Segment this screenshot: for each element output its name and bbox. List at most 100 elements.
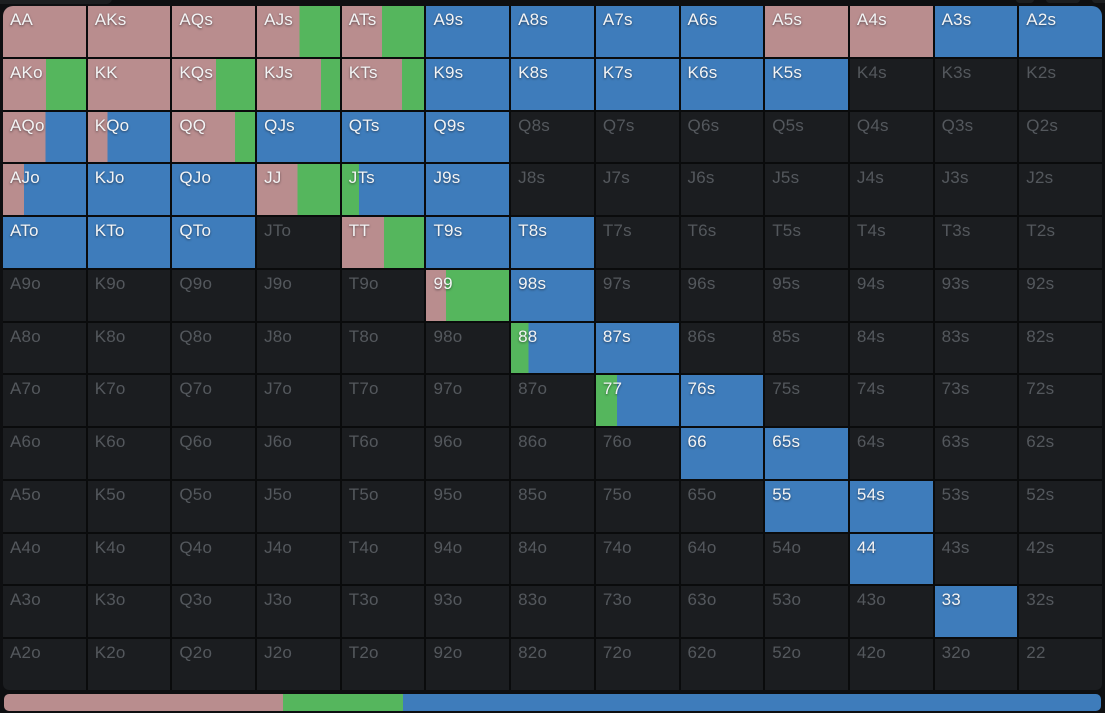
grid-cell-K8o[interactable]: K8o bbox=[87, 322, 171, 374]
grid-cell-J9s[interactable]: J9s bbox=[426, 164, 510, 216]
grid-cell-J5o[interactable]: J5o bbox=[257, 480, 340, 532]
grid-cell-65o[interactable]: 65o bbox=[680, 480, 764, 532]
grid-cell-A3o[interactable]: A3o bbox=[3, 586, 86, 638]
grid-cell-T6o[interactable]: T6o bbox=[341, 428, 425, 479]
grid-cell-Q8s[interactable]: Q8s bbox=[511, 111, 594, 163]
grid-cell-Q7s[interactable]: Q7s bbox=[595, 111, 679, 163]
grid-cell-QTs[interactable]: QTs bbox=[341, 111, 425, 163]
grid-cell-J7o[interactable]: J7o bbox=[257, 375, 340, 427]
grid-cell-53s[interactable]: 53s bbox=[934, 480, 1018, 532]
grid-cell-87s[interactable]: 87s bbox=[595, 322, 679, 374]
grid-cell-53o[interactable]: 53o bbox=[765, 586, 848, 638]
grid-cell-K9o[interactable]: K9o bbox=[87, 269, 171, 321]
grid-cell-43o[interactable]: 43o bbox=[849, 586, 933, 638]
grid-cell-94o[interactable]: 94o bbox=[426, 533, 510, 585]
grid-cell-J6s[interactable]: J6s bbox=[680, 164, 764, 216]
grid-cell-83s[interactable]: 83s bbox=[934, 322, 1018, 374]
grid-cell-J5s[interactable]: J5s bbox=[765, 164, 848, 216]
grid-cell-A7o[interactable]: A7o bbox=[3, 375, 86, 427]
grid-cell-T2s[interactable]: T2s bbox=[1019, 217, 1102, 268]
grid-cell-K9s[interactable]: K9s bbox=[426, 58, 510, 110]
grid-cell-Q7o[interactable]: Q7o bbox=[172, 375, 256, 427]
grid-cell-A2s[interactable]: A2s bbox=[1019, 6, 1102, 57]
grid-cell-AA[interactable]: AA bbox=[3, 6, 86, 57]
grid-cell-A2o[interactable]: A2o bbox=[3, 639, 86, 690]
grid-cell-K7o[interactable]: K7o bbox=[87, 375, 171, 427]
grid-cell-95s[interactable]: 95s bbox=[765, 269, 848, 321]
grid-cell-22[interactable]: 22 bbox=[1019, 639, 1102, 690]
grid-cell-K3o[interactable]: K3o bbox=[87, 586, 171, 638]
grid-cell-99[interactable]: 99 bbox=[426, 269, 510, 321]
grid-cell-33[interactable]: 33 bbox=[934, 586, 1018, 638]
grid-cell-T4s[interactable]: T4s bbox=[849, 217, 933, 268]
grid-cell-92o[interactable]: 92o bbox=[426, 639, 510, 690]
grid-cell-K4s[interactable]: K4s bbox=[849, 58, 933, 110]
grid-cell-AJo[interactable]: AJo bbox=[3, 164, 86, 216]
grid-cell-AQs[interactable]: AQs bbox=[172, 6, 256, 57]
grid-cell-K2s[interactable]: K2s bbox=[1019, 58, 1102, 110]
grid-cell-73o[interactable]: 73o bbox=[595, 586, 679, 638]
grid-cell-T7s[interactable]: T7s bbox=[595, 217, 679, 268]
grid-cell-J8o[interactable]: J8o bbox=[257, 322, 340, 374]
grid-cell-AKs[interactable]: AKs bbox=[87, 6, 171, 57]
grid-cell-63o[interactable]: 63o bbox=[680, 586, 764, 638]
grid-cell-A5s[interactable]: A5s bbox=[765, 6, 848, 57]
grid-cell-75o[interactable]: 75o bbox=[595, 480, 679, 532]
grid-cell-JTo[interactable]: JTo bbox=[257, 217, 340, 268]
grid-cell-93o[interactable]: 93o bbox=[426, 586, 510, 638]
grid-cell-88[interactable]: 88 bbox=[511, 322, 594, 374]
grid-cell-ATo[interactable]: ATo bbox=[3, 217, 86, 268]
grid-cell-K2o[interactable]: K2o bbox=[87, 639, 171, 690]
grid-cell-A6s[interactable]: A6s bbox=[680, 6, 764, 57]
grid-cell-65s[interactable]: 65s bbox=[765, 428, 848, 479]
grid-cell-Q5s[interactable]: Q5s bbox=[765, 111, 848, 163]
grid-cell-97s[interactable]: 97s bbox=[595, 269, 679, 321]
grid-cell-T5s[interactable]: T5s bbox=[765, 217, 848, 268]
grid-cell-76o[interactable]: 76o bbox=[595, 428, 679, 479]
grid-cell-Q4s[interactable]: Q4s bbox=[849, 111, 933, 163]
grid-cell-KK[interactable]: KK bbox=[87, 58, 171, 110]
grid-cell-32o[interactable]: 32o bbox=[934, 639, 1018, 690]
grid-cell-64s[interactable]: 64s bbox=[849, 428, 933, 479]
grid-cell-Q5o[interactable]: Q5o bbox=[172, 480, 256, 532]
grid-cell-95o[interactable]: 95o bbox=[426, 480, 510, 532]
grid-cell-84s[interactable]: 84s bbox=[849, 322, 933, 374]
grid-cell-54s[interactable]: 54s bbox=[849, 480, 933, 532]
grid-cell-JJ[interactable]: JJ bbox=[257, 164, 340, 216]
grid-cell-KJo[interactable]: KJo bbox=[87, 164, 171, 216]
grid-cell-Q3s[interactable]: Q3s bbox=[934, 111, 1018, 163]
grid-cell-85s[interactable]: 85s bbox=[765, 322, 848, 374]
grid-cell-J4o[interactable]: J4o bbox=[257, 533, 340, 585]
grid-cell-52s[interactable]: 52s bbox=[1019, 480, 1102, 532]
grid-cell-T3s[interactable]: T3s bbox=[934, 217, 1018, 268]
grid-cell-96s[interactable]: 96s bbox=[680, 269, 764, 321]
grid-cell-J4s[interactable]: J4s bbox=[849, 164, 933, 216]
grid-cell-AKo[interactable]: AKo bbox=[3, 58, 86, 110]
grid-cell-73s[interactable]: 73s bbox=[934, 375, 1018, 427]
grid-cell-AQo[interactable]: AQo bbox=[3, 111, 86, 163]
grid-cell-55[interactable]: 55 bbox=[765, 480, 848, 532]
grid-cell-83o[interactable]: 83o bbox=[511, 586, 594, 638]
grid-cell-74s[interactable]: 74s bbox=[849, 375, 933, 427]
grid-cell-A9o[interactable]: A9o bbox=[3, 269, 86, 321]
grid-cell-T9o[interactable]: T9o bbox=[341, 269, 425, 321]
grid-cell-J8s[interactable]: J8s bbox=[511, 164, 594, 216]
grid-cell-44[interactable]: 44 bbox=[849, 533, 933, 585]
grid-cell-A3s[interactable]: A3s bbox=[934, 6, 1018, 57]
grid-cell-K8s[interactable]: K8s bbox=[511, 58, 594, 110]
grid-cell-JTs[interactable]: JTs bbox=[341, 164, 425, 216]
grid-cell-Q8o[interactable]: Q8o bbox=[172, 322, 256, 374]
grid-cell-74o[interactable]: 74o bbox=[595, 533, 679, 585]
grid-cell-64o[interactable]: 64o bbox=[680, 533, 764, 585]
grid-cell-QQ[interactable]: QQ bbox=[172, 111, 256, 163]
grid-cell-J9o[interactable]: J9o bbox=[257, 269, 340, 321]
grid-cell-K7s[interactable]: K7s bbox=[595, 58, 679, 110]
grid-cell-J7s[interactable]: J7s bbox=[595, 164, 679, 216]
grid-cell-T2o[interactable]: T2o bbox=[341, 639, 425, 690]
grid-cell-K5s[interactable]: K5s bbox=[765, 58, 848, 110]
grid-cell-A4o[interactable]: A4o bbox=[3, 533, 86, 585]
grid-cell-K6o[interactable]: K6o bbox=[87, 428, 171, 479]
grid-cell-KTo[interactable]: KTo bbox=[87, 217, 171, 268]
grid-cell-KJs[interactable]: KJs bbox=[257, 58, 340, 110]
grid-cell-T9s[interactable]: T9s bbox=[426, 217, 510, 268]
